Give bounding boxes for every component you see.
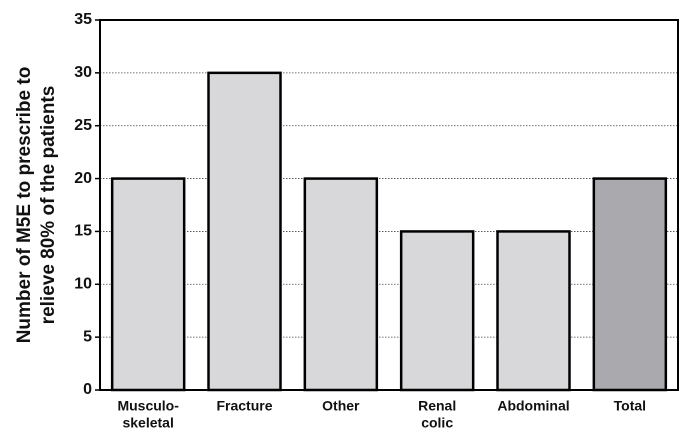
- bar: [303, 177, 379, 392]
- x-tick-label: Fracture: [216, 398, 272, 414]
- bar: [110, 177, 186, 392]
- x-tick-label: Musculo-: [117, 398, 179, 414]
- y-tick-label: 25: [74, 117, 92, 134]
- y-tick-label: 30: [74, 64, 92, 81]
- bar: [399, 230, 475, 392]
- y-tick-label: 20: [74, 170, 92, 187]
- x-tick-label: Total: [614, 398, 646, 414]
- x-tick-label: Abdominal: [497, 398, 569, 414]
- y-tick-label: 0: [83, 381, 92, 398]
- bar: [496, 230, 571, 392]
- x-tick-label: colic: [421, 415, 453, 431]
- x-tick-label: Other: [322, 398, 360, 414]
- y-tick-label: 5: [83, 328, 92, 345]
- y-tick-label: 15: [74, 223, 92, 240]
- x-tick-label: skeletal: [122, 415, 173, 431]
- y-tick-label: 35: [74, 11, 92, 28]
- y-tick-label: 10: [74, 276, 92, 293]
- plot-frame: [99, 19, 679, 391]
- bar: [207, 71, 282, 392]
- bar: [592, 177, 668, 392]
- x-tick-label: Renal: [418, 398, 456, 414]
- y-axis-label: Number of M5E to prescribe to: [14, 67, 35, 344]
- y-axis-label: relieve 80% of the patients: [38, 86, 59, 325]
